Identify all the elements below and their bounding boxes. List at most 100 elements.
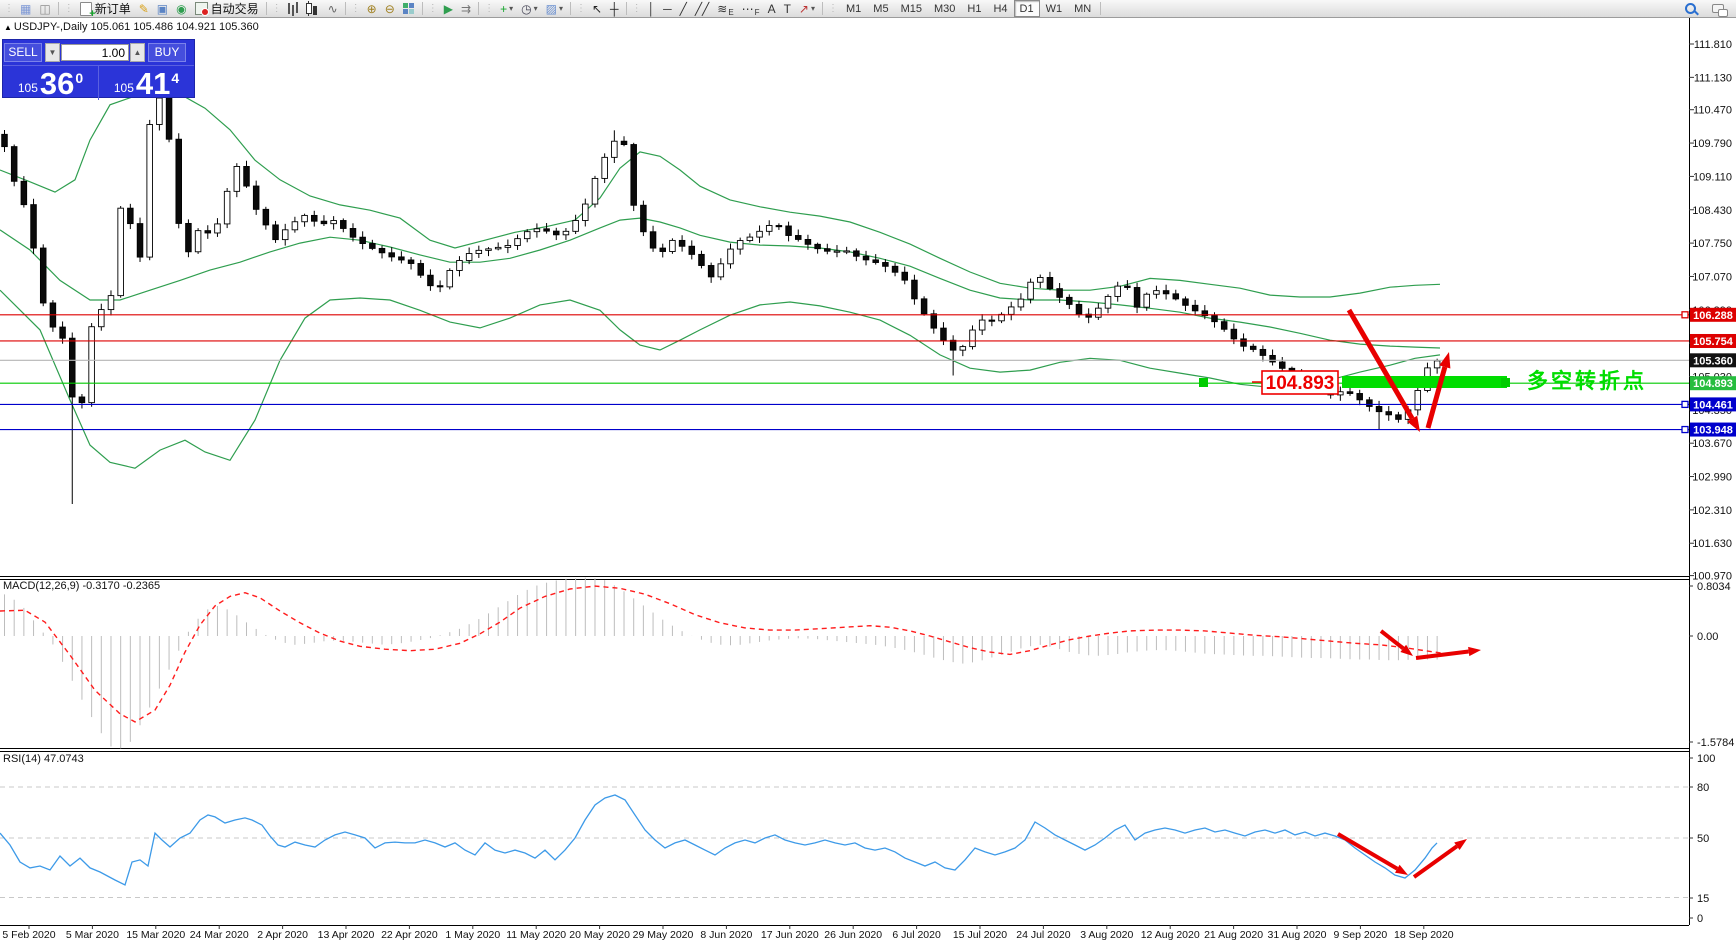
label-icon: T [783, 1, 791, 16]
price-callout-box [1261, 370, 1339, 395]
macd-indicator [0, 577, 1446, 749]
chart-shift-button[interactable]: ⇉ [457, 0, 475, 18]
svg-text:15 Jul 2020: 15 Jul 2020 [953, 929, 1007, 941]
svg-text:105.360: 105.360 [1693, 355, 1733, 367]
search-button[interactable] [1681, 0, 1700, 18]
chat-button[interactable] [1708, 0, 1728, 18]
volume-increase-button[interactable]: ▲ [130, 43, 145, 62]
zoom-in-icon: ⊕ [366, 1, 377, 16]
horizontal-line-button[interactable]: ─ [659, 0, 676, 18]
date-axis[interactable]: 5 Feb 2020 5 Mar 2020 15 Mar 2020 24 Mar 20… [2, 925, 1454, 941]
svg-text:12 Aug 2020: 12 Aug 2020 [1141, 929, 1200, 941]
svg-text:1 May 2020: 1 May 2020 [445, 929, 500, 941]
svg-text:22 Apr 2020: 22 Apr 2020 [381, 929, 438, 941]
svg-text:107.750: 107.750 [1692, 238, 1732, 250]
signals-icon: ◉ [176, 1, 187, 16]
candlestick-chart-button[interactable] [302, 0, 324, 18]
sell-button[interactable]: SELL [4, 43, 42, 62]
sell-price-pips: 36 [39, 66, 75, 101]
svg-text:0.00: 0.00 [1697, 631, 1718, 643]
timeframe-h1-button[interactable]: H1 [967, 2, 982, 15]
timeframe-h4-button[interactable]: H4 [993, 2, 1008, 15]
periods-button[interactable]: ◷ ▾ [517, 0, 542, 18]
timeframe-m5-button[interactable]: M5 [873, 2, 889, 15]
symbol-info-text: USDJPY-,Daily 105.061 105.486 104.921 10… [13, 21, 259, 33]
equidistant-channel-button[interactable]: ╱╱ [691, 0, 713, 18]
chat-icon [1712, 4, 1728, 17]
chart-shift-icon: ⇉ [461, 1, 472, 16]
timeframe-m30-button[interactable]: M30 [933, 2, 956, 15]
svg-text:26 Jun 2020: 26 Jun 2020 [824, 929, 882, 941]
signals-button[interactable]: ◉ [172, 0, 190, 18]
collapse-arrow-icon[interactable]: ▲ [4, 23, 12, 32]
svg-text:50: 50 [1697, 833, 1709, 845]
volume-decrease-button[interactable]: ▼ [45, 43, 60, 62]
vertical-line-button[interactable]: │ [644, 0, 660, 18]
horizontal-line-icon: ─ [663, 1, 672, 16]
price-axis[interactable]: 111.810 111.130 110.470 109.790 109.110 108.4… [1689, 39, 1732, 583]
svg-text:5 Mar 2020: 5 Mar 2020 [66, 929, 119, 941]
auto-scroll-button[interactable]: ▶ [440, 0, 457, 18]
svg-text:0.8034: 0.8034 [1697, 581, 1731, 593]
svg-text:102.310: 102.310 [1692, 505, 1732, 517]
arrows-button[interactable]: ↗ ▾ [795, 0, 819, 18]
label-button[interactable]: T [780, 0, 795, 18]
sell-price[interactable]: 105 36 0 [3, 66, 99, 100]
svg-text:-1.5784: -1.5784 [1697, 737, 1734, 749]
tile-windows-button[interactable] [399, 0, 419, 18]
text-button[interactable]: A [764, 0, 780, 18]
dropdown-caret-icon: ▾ [509, 4, 514, 13]
new-order-icon [79, 1, 96, 19]
zoom-out-button[interactable]: ⊖ [381, 0, 399, 18]
indicators-button[interactable]: + ▾ [496, 0, 517, 18]
cursor-icon: ↖ [591, 1, 603, 16]
svg-text:108.430: 108.430 [1692, 205, 1732, 217]
timeframe-w1-button[interactable]: W1 [1045, 2, 1063, 15]
equidistant-channel-icon: ╱╱ [694, 1, 710, 16]
rsi-indicator [0, 794, 1438, 886]
svg-text:20 May 2020: 20 May 2020 [569, 929, 630, 941]
crosshair-button[interactable]: ┼ [606, 0, 623, 18]
svg-text:15 Mar 2020: 15 Mar 2020 [126, 929, 185, 941]
cursor-button[interactable]: ↖ [588, 0, 606, 18]
zoom-in-button[interactable]: ⊕ [363, 0, 381, 18]
macd-axis-labels: 0.8034 0.00 -1.5784 [1689, 581, 1734, 749]
new-chart-button[interactable]: ▦ [16, 0, 35, 18]
buy-button[interactable]: BUY [148, 43, 186, 62]
timeframe-d1-button[interactable]: D1 [1013, 0, 1040, 17]
periods-icon: ◷ [521, 1, 532, 16]
annotations[interactable]: 104.893 多空转折点 [1199, 308, 1647, 879]
new-order-button-label: 新订单 [94, 2, 131, 16]
svg-text:104.893: 104.893 [1693, 378, 1733, 390]
line-chart-button[interactable]: ∿ [324, 0, 342, 18]
svg-text:109.790: 109.790 [1692, 138, 1732, 150]
svg-text:5 Feb 2020: 5 Feb 2020 [2, 929, 55, 941]
horizontal-level-lines[interactable] [0, 311, 1689, 434]
dropdown-caret-icon: ▾ [558, 4, 563, 13]
svg-text:9 Sep 2020: 9 Sep 2020 [1334, 929, 1388, 941]
zoom-out-icon: ⊖ [384, 1, 395, 16]
timeframe-m1-button[interactable]: M1 [846, 2, 862, 15]
svg-text:6 Jul 2020: 6 Jul 2020 [892, 929, 941, 941]
timeframe-m15-button[interactable]: M15 [900, 2, 922, 15]
metaeditor-icon: ✎ [138, 1, 149, 16]
candlestick-chart-icon [305, 1, 317, 16]
timeframe-mn-button[interactable]: MN [1074, 2, 1092, 15]
volume-input[interactable] [61, 44, 129, 61]
fibonacci-button[interactable]: ≋ E [717, 1, 734, 17]
trendline-button[interactable]: ╱ [676, 0, 691, 18]
templates-button[interactable]: ▨ ▾ [542, 0, 567, 18]
profiles-button[interactable]: ◫ [35, 0, 54, 18]
terminal-button[interactable]: ▣ [153, 0, 172, 18]
new-order-button[interactable]: 新订单 [76, 0, 135, 19]
buy-price[interactable]: 105 41 4 [99, 66, 194, 100]
auto-trading-button[interactable]: 自动交易 [191, 0, 263, 18]
arrows-icon: ↗ [798, 1, 809, 16]
svg-text:101.630: 101.630 [1692, 538, 1732, 550]
line-chart-icon: ∿ [327, 1, 338, 16]
bar-chart-button[interactable] [284, 0, 302, 18]
fibo-lines-button[interactable]: ⋯ F [741, 1, 760, 17]
metaeditor-button[interactable]: ✎ [135, 0, 153, 18]
